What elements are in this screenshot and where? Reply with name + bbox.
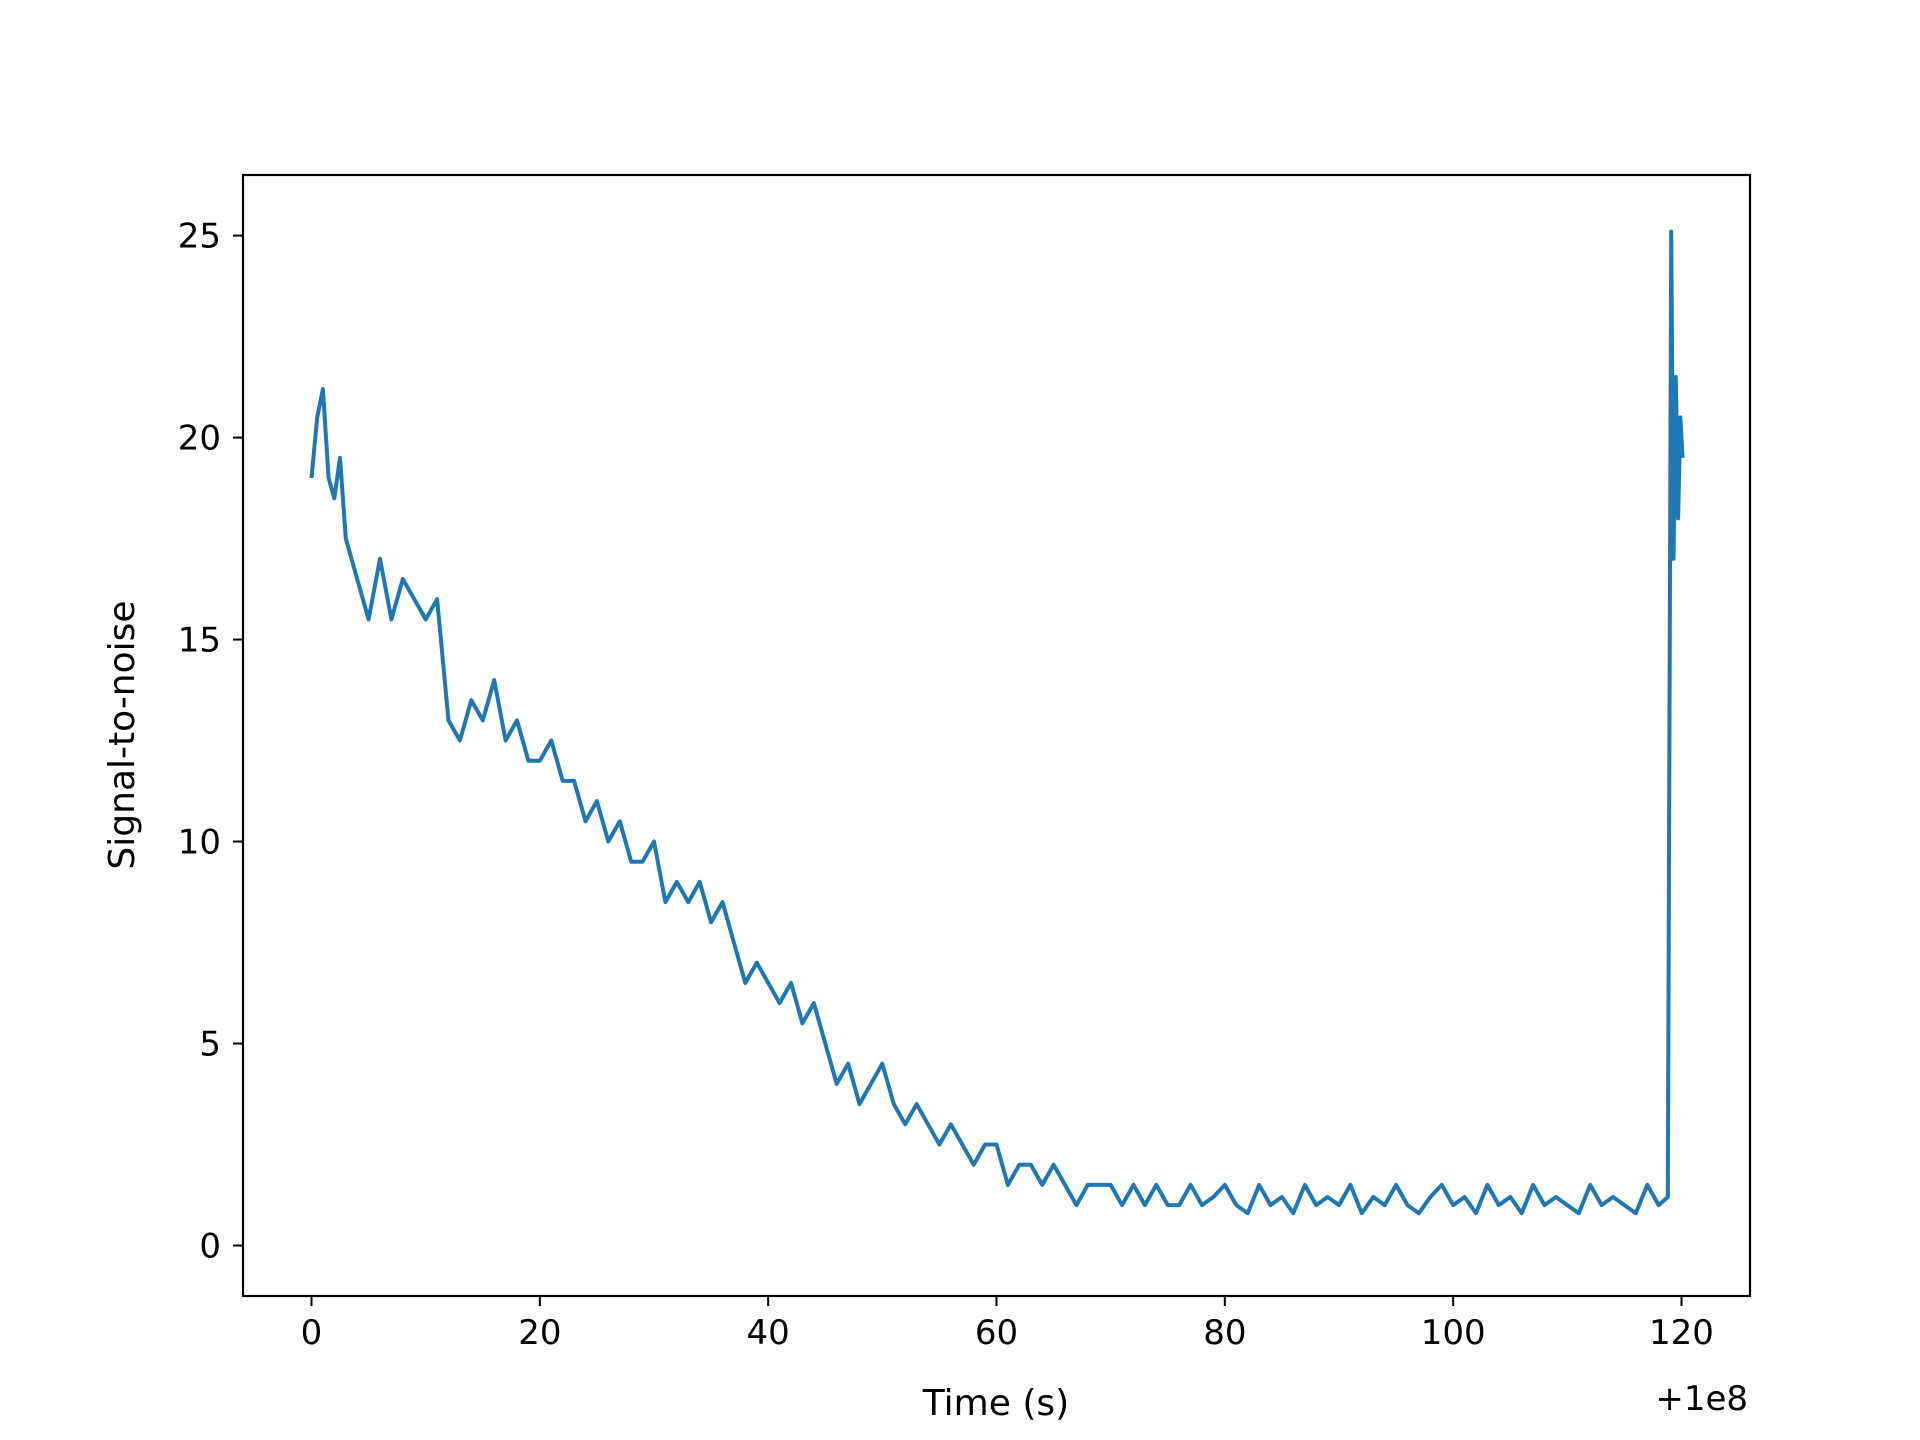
y-tick-label: 15 [178,621,221,661]
y-tick-label: 5 [199,1025,221,1065]
x-tick-label: 20 [518,1313,561,1353]
x-tick-label: 40 [747,1313,790,1353]
series-line-group [309,229,1685,1216]
y-tick-label: 10 [178,823,221,863]
y-axis: 0 5 10 15 20 25 [178,217,243,1267]
axes-frame [241,173,1752,1298]
y-axis-label: Signal-to-noise [102,600,143,869]
x-axis: 0 20 40 60 80 100 120 [301,1296,1714,1353]
x-tick-label: 120 [1649,1313,1714,1353]
y-tick-label: 20 [178,419,221,459]
x-axis-label: Time (s) [922,1383,1069,1424]
x-tick-label: 100 [1421,1313,1486,1353]
series-line-0 [309,229,1685,1216]
x-tick-label: 80 [1203,1313,1246,1353]
y-tick-label: 0 [199,1227,221,1267]
x-tick-label: 60 [975,1313,1018,1353]
x-offset-label: +1e8 [1655,1379,1748,1419]
x-tick-label: 0 [301,1313,323,1353]
y-tick-label: 25 [178,217,221,257]
